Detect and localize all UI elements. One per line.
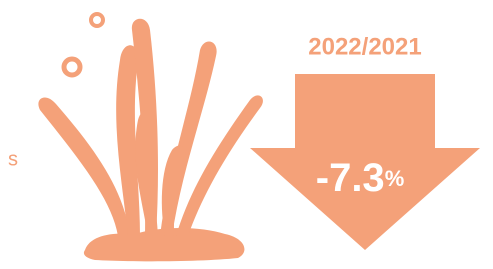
change-number: -7.3 <box>316 156 385 200</box>
seaweed-illustration <box>38 14 263 261</box>
change-unit: % <box>385 166 405 191</box>
bubble <box>91 14 103 26</box>
bubble <box>64 59 80 75</box>
side-text: s <box>8 148 18 170</box>
infographic: s 2022/2021 -7.3% <box>0 0 493 269</box>
period-label: 2022/2021 <box>308 33 421 60</box>
